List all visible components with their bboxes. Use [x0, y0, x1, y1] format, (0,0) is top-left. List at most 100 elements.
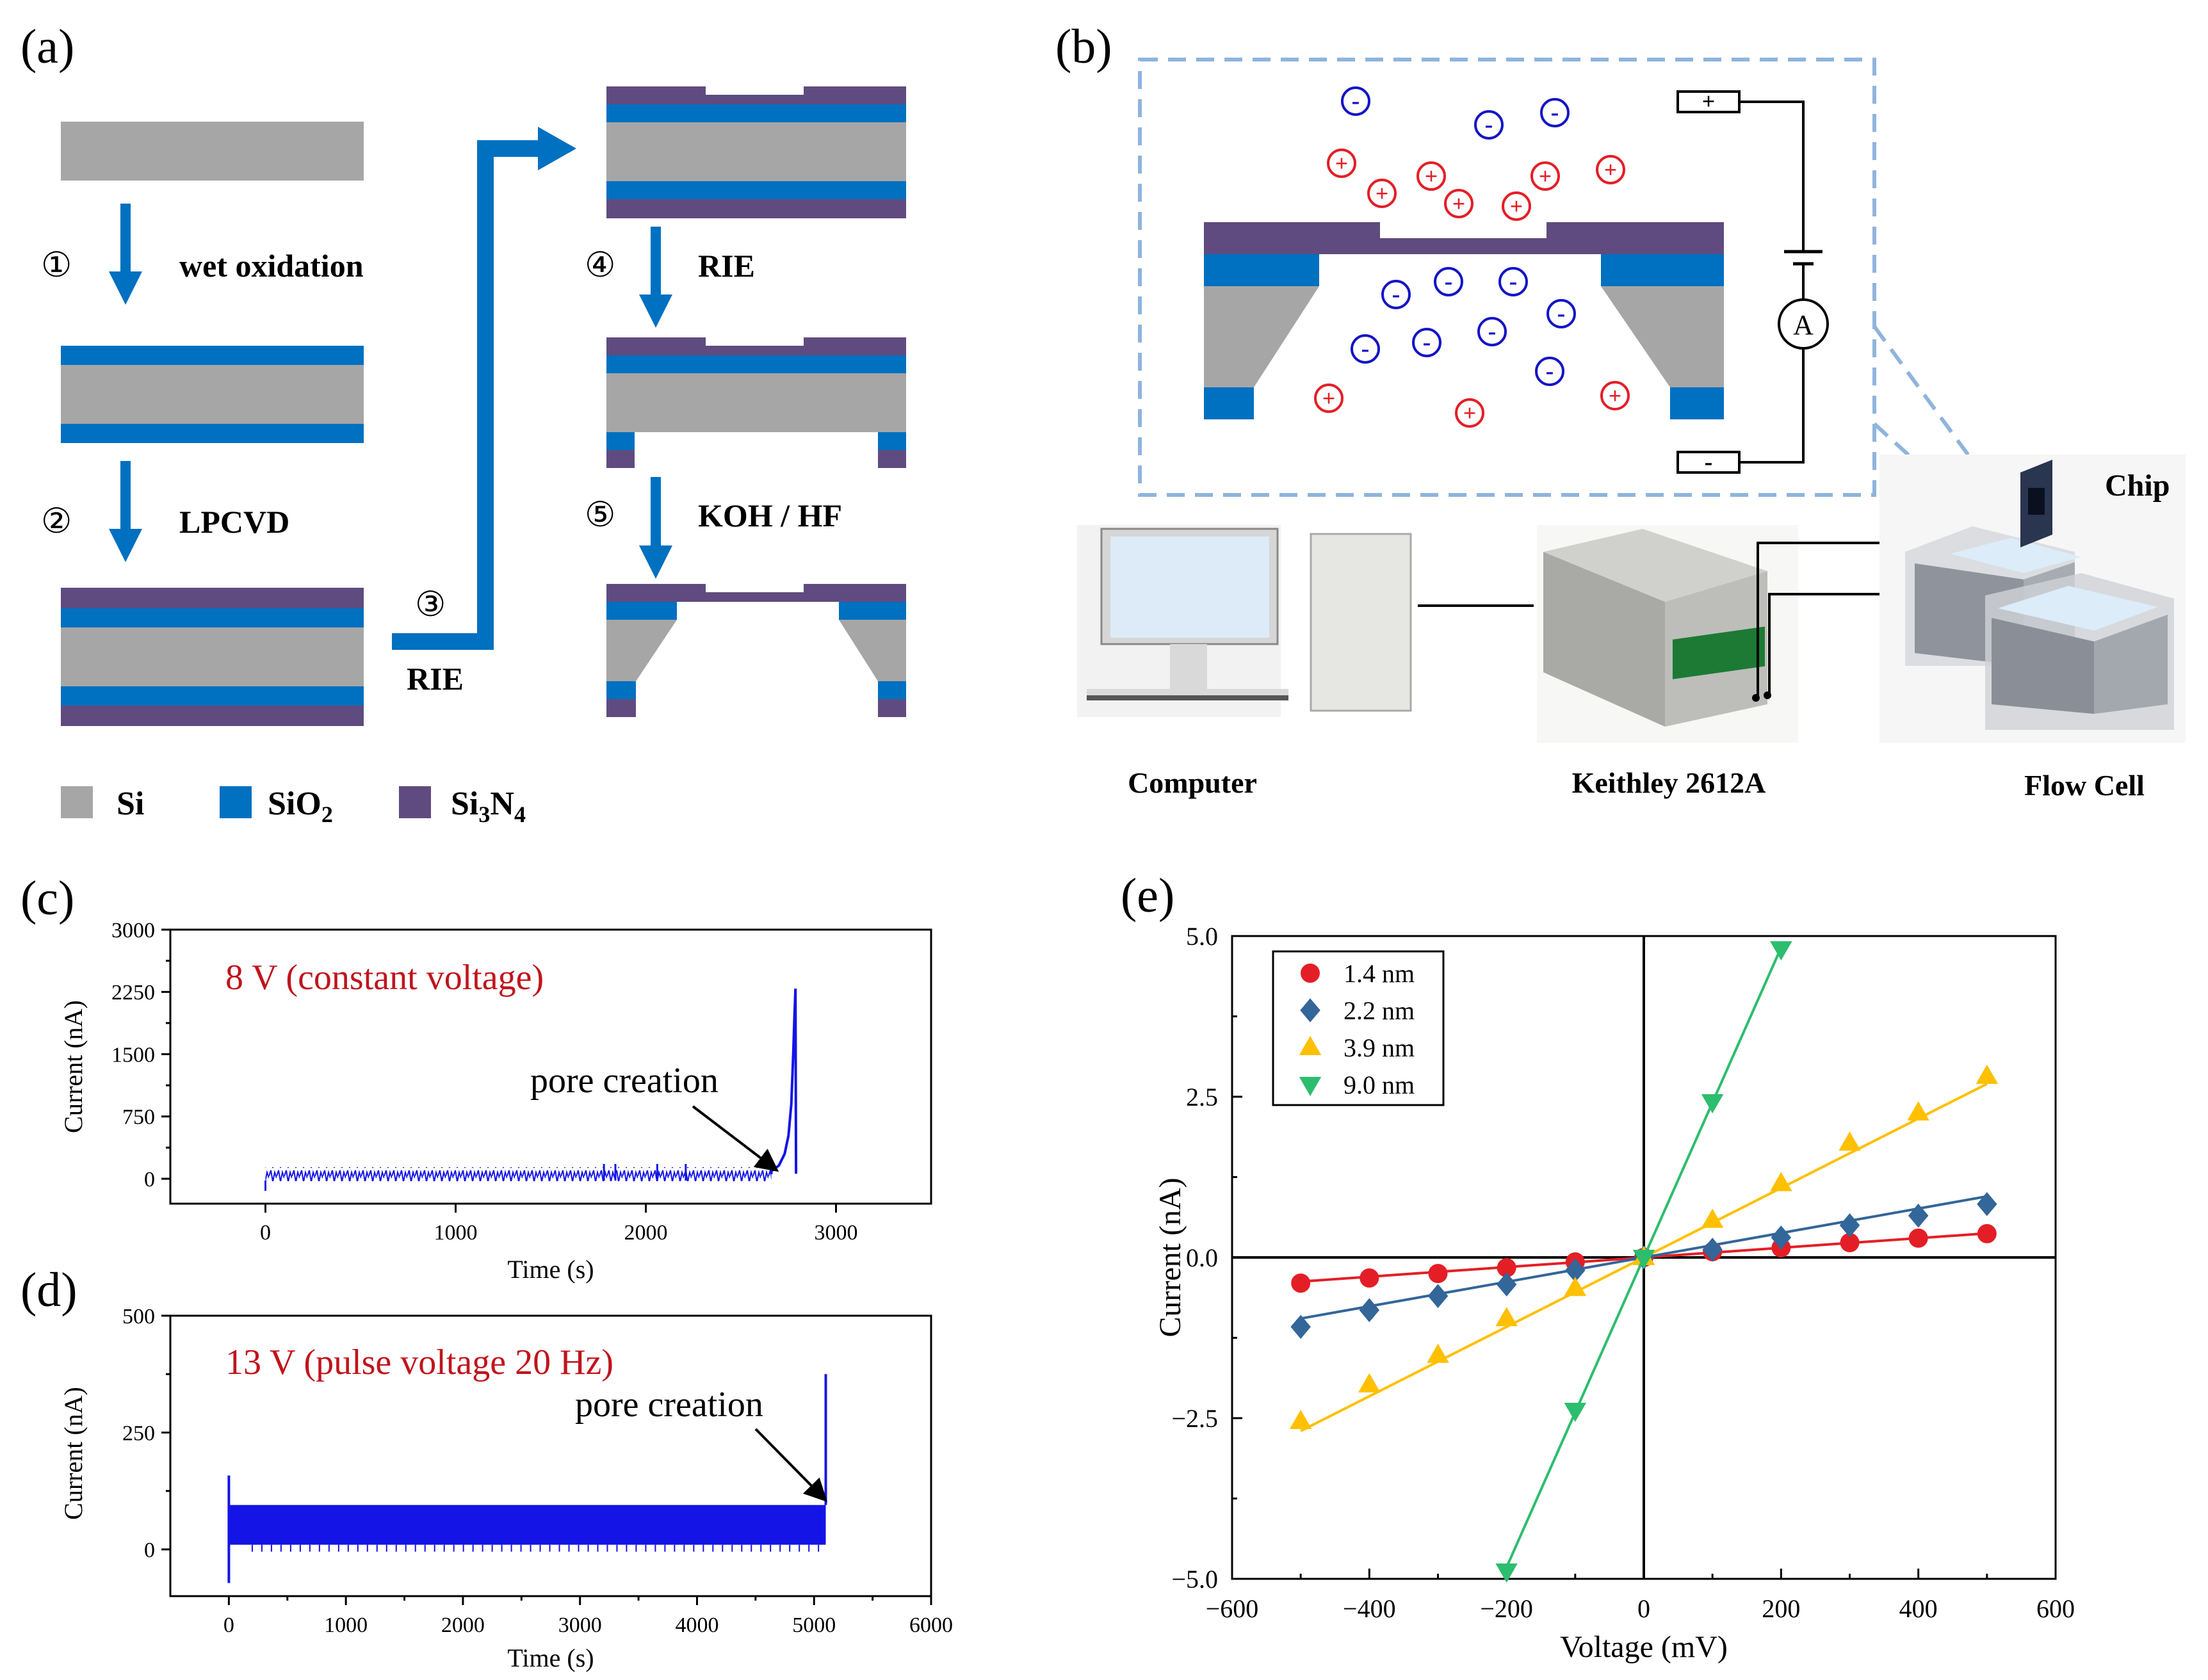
y-tick-label: 1500	[111, 1043, 155, 1067]
anion-sign: -	[1352, 88, 1360, 115]
x-tick-label: 0	[1637, 1594, 1650, 1623]
cation-sign: +	[1463, 400, 1477, 426]
data-point	[1564, 1277, 1587, 1296]
x-tick-label: −600	[1206, 1594, 1259, 1623]
x-tick-label: 3000	[558, 1613, 602, 1637]
data-point	[1908, 1228, 1928, 1248]
chart-d-pulse-band	[229, 1505, 826, 1545]
anion-icon	[1535, 357, 1564, 386]
chart-e-xlabel: Voltage (mV)	[1560, 1630, 1728, 1664]
chart-d-ylabel: Current (nA)	[59, 1387, 88, 1520]
anion-icon	[1351, 334, 1380, 364]
data-point	[1839, 1131, 1861, 1151]
panel-e: (e) −600 −400 −200 0 200 400 600 −5.0 −2.5 0.0 2.5…	[1121, 869, 2075, 1664]
legend-sio2: SiO2	[268, 786, 333, 827]
anion-sign: -	[1557, 300, 1566, 327]
data-point	[1908, 1204, 1929, 1228]
anion-sign: -	[1361, 335, 1370, 362]
x-tick-label: 600	[2036, 1594, 2075, 1623]
legend-si3n4: Si3N4	[451, 786, 526, 827]
x-tick-label: 6000	[909, 1613, 953, 1637]
legend-marker	[1299, 1077, 1322, 1096]
data-point	[1632, 1250, 1655, 1269]
data-point	[1359, 1298, 1380, 1323]
panel-label-c: (c)	[20, 871, 74, 925]
anion-icon	[1412, 328, 1441, 357]
x-tick-label: 0	[260, 1221, 271, 1245]
panel-a: (a) ① wet oxidation ② LPCVD	[20, 20, 906, 827]
process-arrow-3	[392, 127, 576, 650]
chart-d-xlabel: Time (s)	[507, 1644, 594, 1672]
anion-icon	[1341, 86, 1370, 116]
step-label-5: KOH / HF	[698, 497, 842, 533]
flow-cell-icon	[1879, 455, 2186, 743]
anion-sign: -	[1546, 358, 1554, 385]
x-tick-label: 0	[223, 1613, 234, 1637]
chart-c-arrow	[692, 1105, 779, 1172]
anion-sign: -	[1392, 281, 1400, 308]
x-tick-label: 1000	[434, 1221, 478, 1245]
legend-marker	[1301, 964, 1320, 983]
process-arrow-5	[639, 477, 672, 579]
process-arrow-4	[639, 227, 672, 328]
data-point	[1495, 1563, 1518, 1583]
chart-c-annotation: 8 V (constant voltage)	[225, 958, 544, 998]
chart-c-noise-band	[265, 1167, 772, 1181]
nanopore-membrane-cross-section	[1204, 222, 1724, 419]
step-number-4: ④	[585, 246, 615, 284]
material-legend: Si SiO2 Si3N4	[61, 786, 526, 827]
y-tick-label: 500	[122, 1305, 155, 1329]
data-point	[1564, 1403, 1587, 1422]
anion-sign: -	[1488, 318, 1497, 345]
electrode-negative-sign: -	[1705, 449, 1713, 476]
data-point	[1840, 1232, 1860, 1252]
cation-sign: +	[1335, 150, 1349, 176]
y-tick-label: 750	[122, 1106, 155, 1129]
anion-icon	[1498, 267, 1528, 296]
legend-label: 3.9 nm	[1343, 1033, 1415, 1062]
x-tick-label: 4000	[675, 1613, 718, 1637]
wafer-rie-back	[606, 337, 906, 468]
anion-sign: -	[1423, 329, 1431, 356]
data-point	[1495, 1307, 1518, 1327]
x-tick-label: 200	[1762, 1594, 1800, 1623]
panel-label-a: (a)	[20, 20, 74, 74]
legend-swatch-si	[61, 786, 93, 818]
ammeter-label: A	[1793, 309, 1814, 341]
chart-d-series	[227, 1374, 827, 1583]
data-point	[1770, 941, 1792, 961]
cation-icon	[1444, 189, 1473, 218]
cation-icon	[1314, 384, 1343, 413]
cation-icon	[1530, 161, 1560, 191]
y-tick-label: 5.0	[1186, 922, 1218, 951]
chart-e-series	[1289, 941, 1999, 1583]
data-point	[1290, 1314, 1311, 1339]
cation-sign: +	[1604, 157, 1618, 182]
cation-icon	[1502, 191, 1531, 221]
cation-sign: +	[1322, 385, 1336, 411]
electrode-positive-sign: +	[1702, 88, 1716, 114]
zoom-box	[1138, 58, 1876, 497]
anion-sign: -	[1551, 99, 1559, 126]
keithley-label: Keithley 2612A	[1572, 766, 1766, 799]
chart-c-axes: 0 1000 2000 3000 0 750 1500 2250 3000	[111, 919, 858, 1245]
data-point	[1565, 1258, 1586, 1282]
data-point	[1427, 1343, 1449, 1363]
anion-sign: -	[1445, 268, 1453, 295]
data-point	[1701, 1208, 1724, 1228]
wafer-rie-top	[606, 86, 906, 218]
circuit: + - A	[1676, 88, 1829, 476]
chart-e-ylabel: Current (nA)	[1153, 1177, 1187, 1337]
x-tick-label: −400	[1343, 1594, 1396, 1623]
cation-icon	[1367, 179, 1397, 208]
data-point	[1701, 1094, 1724, 1113]
cation-icon	[1600, 381, 1630, 410]
legend-label: 1.4 nm	[1343, 959, 1415, 988]
cation-sign: +	[1452, 191, 1466, 216]
chart-d-frame	[169, 1314, 932, 1597]
chart-d-annotation: 13 V (pulse voltage 20 Hz)	[225, 1343, 613, 1382]
chip-label: Chip	[2105, 469, 2170, 503]
data-point	[1839, 1213, 1860, 1238]
data-point	[1496, 1272, 1517, 1296]
